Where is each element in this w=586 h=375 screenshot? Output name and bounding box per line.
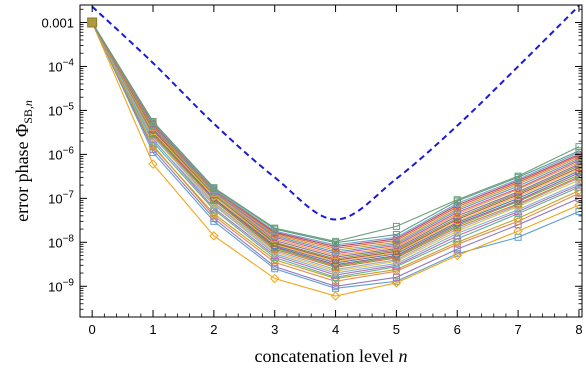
y-tick-label: 10−9 — [48, 277, 74, 294]
series-line — [91, 22, 580, 242]
data-point — [453, 196, 461, 204]
start-point-marker — [87, 17, 98, 28]
data-point — [148, 159, 158, 169]
x-tick-label: 4 — [332, 322, 339, 337]
data-point — [332, 282, 340, 290]
x-tick-label: 6 — [454, 322, 461, 337]
series-11 — [87, 17, 582, 270]
bound-layer — [91, 5, 580, 221]
data-point — [392, 259, 400, 267]
y-tick-label: 10−6 — [48, 145, 74, 162]
data-point — [270, 250, 280, 260]
data-point — [514, 182, 522, 190]
series-line — [91, 22, 580, 278]
data-point — [209, 231, 219, 241]
plot-area — [87, 5, 582, 301]
data-point — [149, 117, 157, 125]
x-tick-label: 5 — [393, 322, 400, 337]
series-line — [91, 22, 580, 268]
x-tick-label: 1 — [149, 322, 156, 337]
data-point — [209, 203, 219, 212]
data-point — [392, 222, 400, 230]
y-tick-label: 10−5 — [48, 101, 74, 118]
bound-curve — [91, 5, 580, 221]
series-line — [91, 22, 580, 253]
x-tick-label: 3 — [271, 322, 278, 337]
x-tick-label: 7 — [514, 322, 521, 337]
ticks-layer: 0 1 2 3 4 5 6 7 8 0.001 10−4 10−5 10−6 10−7 10−8 10−9 — [41, 5, 583, 337]
data-point — [513, 226, 523, 236]
x-tick-label: 8 — [575, 322, 582, 337]
series-15 — [88, 18, 582, 264]
series-line — [91, 22, 580, 287]
data-point — [514, 172, 522, 180]
series-line — [91, 22, 580, 263]
series-line — [91, 22, 580, 297]
data-point — [330, 291, 341, 301]
y-tick-label: 10−8 — [48, 233, 74, 250]
data-point — [332, 248, 340, 256]
data-point — [452, 230, 462, 240]
series-line — [91, 22, 580, 272]
x-axis-title: concatenation level n — [255, 346, 408, 366]
series-line — [91, 22, 580, 289]
data-point — [332, 237, 340, 245]
data-point — [453, 250, 461, 258]
y-tick-label: 10−4 — [48, 57, 74, 74]
y-tick-label: 10−7 — [48, 189, 74, 206]
data-point — [271, 224, 279, 232]
series-1 — [87, 17, 582, 301]
series-14 — [88, 18, 582, 266]
data-point — [391, 260, 401, 269]
y-tick-label: 0.001 — [41, 15, 74, 30]
data-point — [391, 278, 402, 288]
series-22 — [88, 18, 582, 252]
series-line — [91, 22, 580, 246]
x-tick-label: 0 — [89, 322, 96, 337]
x-tick-label: 2 — [210, 322, 217, 337]
data-point — [452, 250, 462, 261]
data-point — [392, 231, 400, 239]
data-point — [514, 233, 522, 241]
y-axis-title: error phase ΦSB,n — [12, 100, 35, 222]
series-line — [91, 22, 580, 271]
data-point — [331, 269, 340, 279]
series-layer — [87, 17, 582, 301]
data-point — [270, 273, 280, 284]
data-point — [210, 184, 218, 192]
data-point — [513, 206, 523, 216]
